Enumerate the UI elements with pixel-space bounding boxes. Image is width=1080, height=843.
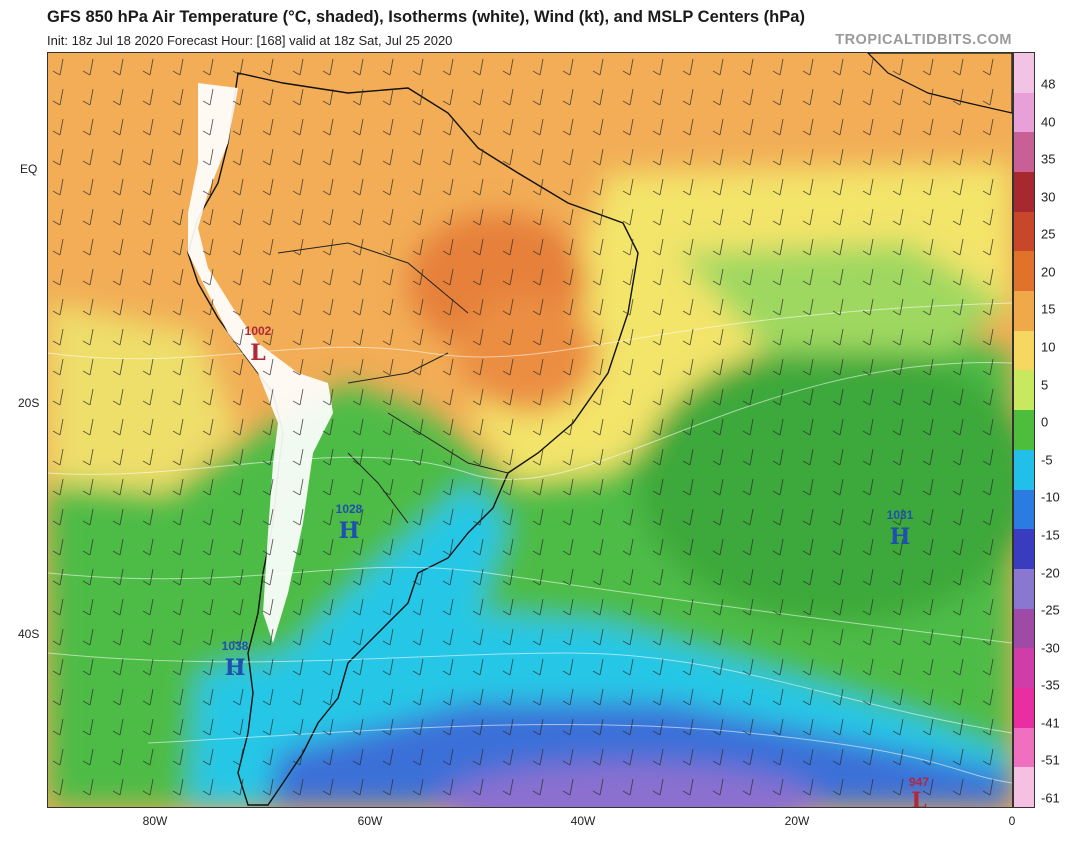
colorbar-segment: [1014, 172, 1034, 213]
colorbar-tick-label: -20: [1041, 565, 1060, 581]
high-letter: H: [890, 524, 911, 550]
lon-label-40w: 40W: [570, 814, 596, 828]
colorbar-tick-label: -41: [1041, 715, 1060, 731]
colorbar-tick-label: -35: [1041, 677, 1060, 693]
temperature-map: 1002 L 1028 H 1031 H 1038 H 947 L: [47, 52, 1013, 808]
init-forecast-line: Init: 18z Jul 18 2020 Forecast Hour: [16…: [47, 33, 453, 48]
lat-label-eq: EQ: [20, 162, 38, 176]
colorbar-tick-label: -30: [1041, 640, 1060, 656]
colorbar-tick-label: 5: [1041, 377, 1049, 393]
pressure-value: 1002: [245, 324, 272, 338]
low-letter: L: [911, 788, 926, 807]
colorbar-tick-label: 25: [1041, 226, 1056, 242]
lat-label-20s: 20S: [18, 396, 40, 410]
colorbar-segment: [1014, 489, 1034, 531]
colorbar-segment: [1014, 370, 1034, 412]
colorbar-segment: [1014, 132, 1034, 174]
colorbar-tick-label: 15: [1041, 301, 1056, 317]
colorbar-tick-label: -5: [1041, 452, 1053, 468]
colorbar-segment: [1014, 251, 1034, 293]
colorbar-segment: [1014, 410, 1034, 451]
pressure-center-high-1038: 1038 H: [222, 639, 249, 681]
low-letter: L: [250, 340, 265, 366]
colorbar-tick-label: 40: [1041, 114, 1056, 130]
colorbar-tick-label: 30: [1041, 189, 1056, 205]
colorbar-segment: [1014, 767, 1034, 807]
lon-label-80w: 80W: [142, 814, 168, 828]
pressure-center-low-1002: 1002 L: [245, 324, 272, 366]
colorbar-segment: [1014, 529, 1034, 570]
colorbar-segment: [1014, 727, 1034, 769]
colorbar-segment: [1014, 568, 1034, 610]
wind-barbs: [48, 53, 1012, 807]
pressure-center-high-1031: 1031 H: [887, 508, 914, 550]
pressure-value: 1028: [336, 502, 363, 516]
colorbar-tick-label: -51: [1041, 752, 1060, 768]
colorbar-segment: [1014, 608, 1034, 650]
pressure-value: 1038: [222, 639, 249, 653]
colorbar-segment: [1014, 330, 1034, 372]
colorbar-tick-label: -10: [1041, 489, 1060, 505]
high-letter: H: [339, 518, 360, 544]
colorbar-tick-label: -25: [1041, 602, 1060, 618]
colorbar-segment: [1014, 53, 1034, 94]
lon-label-60w: 60W: [357, 814, 383, 828]
colorbar-tick-label: 48: [1041, 76, 1056, 92]
colorbar-tick-label: -15: [1041, 527, 1060, 543]
colorbar-tick-label: 10: [1041, 339, 1056, 355]
pressure-value: 1031: [887, 508, 914, 522]
colorbar-segment: [1014, 291, 1034, 332]
pressure-center-high-1028: 1028 H: [336, 502, 363, 544]
pressure-center-low-947: 947 L: [909, 775, 929, 807]
colorbar-segment: [1014, 687, 1034, 729]
lat-label-40s: 40S: [18, 627, 40, 641]
colorbar-tick-label: 20: [1041, 264, 1056, 280]
colorbar-segment: [1014, 211, 1034, 253]
temperature-colorbar: [1013, 52, 1035, 808]
brand-watermark[interactable]: TROPICALTIDBITS.COM: [835, 32, 1012, 48]
lon-label-0: 0: [1008, 814, 1016, 828]
high-letter: H: [225, 655, 246, 681]
colorbar-tick-label: 35: [1041, 151, 1056, 167]
pressure-value: 947: [909, 775, 929, 789]
map-title: GFS 850 hPa Air Temperature (°C, shaded)…: [47, 8, 805, 26]
colorbar-segment: [1014, 648, 1034, 689]
lon-label-20w: 20W: [784, 814, 810, 828]
colorbar-segment: [1014, 92, 1034, 134]
colorbar-segment: [1014, 449, 1034, 491]
colorbar-tick-label: 0: [1041, 414, 1049, 430]
colorbar-tick-label: -61: [1041, 790, 1060, 806]
